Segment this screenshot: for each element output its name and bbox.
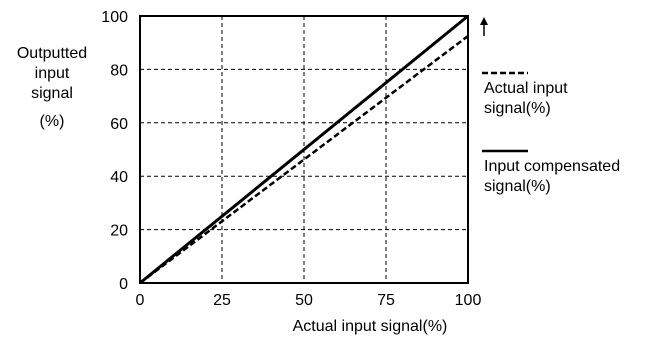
- legend-entry-line: signal(%): [484, 100, 551, 117]
- x-tick-label: 50: [295, 292, 313, 309]
- x-tick-label: 25: [213, 292, 231, 309]
- y-tick-label: 40: [110, 169, 128, 186]
- legend-entry-line: Actual input: [484, 80, 568, 97]
- series-layer: [139, 14, 469, 285]
- y-axis-label-line: signal: [31, 85, 73, 102]
- legend-entry-line: signal(%): [484, 178, 551, 195]
- y-axis-label: Outputted input signal (%): [4, 44, 100, 132]
- y-tick-label: 100: [101, 9, 128, 26]
- x-tick-label: 100: [455, 292, 482, 309]
- y-tick-label: 20: [110, 223, 128, 240]
- up-arrow-icon: [480, 17, 488, 36]
- x-tick-label: 75: [377, 292, 395, 309]
- legend: [482, 71, 528, 153]
- y-tick-label: 0: [119, 276, 128, 293]
- legend-entry-input-compensated: Input compensated signal(%): [484, 157, 654, 197]
- y-tick-label: 80: [110, 62, 128, 79]
- series-line-input-compensated: [139, 14, 469, 285]
- x-axis-label: Actual input signal(%): [292, 318, 448, 335]
- y-axis-label-line: input: [34, 65, 70, 82]
- y-axis-label-line: (%): [39, 113, 65, 130]
- y-axis-label-line: Outputted: [16, 45, 88, 62]
- legend-entry-actual-input: Actual input signal(%): [484, 79, 654, 119]
- plot-frame: [139, 15, 469, 284]
- x-tick-label: 0: [136, 292, 145, 309]
- series-line-actual-input: [139, 35, 469, 284]
- tick-labels: 0 25 50 75 100 0 20 40 60 80 100: [101, 9, 481, 309]
- legend-entry-line: Input compensated: [484, 158, 621, 175]
- y-tick-label: 60: [110, 116, 128, 133]
